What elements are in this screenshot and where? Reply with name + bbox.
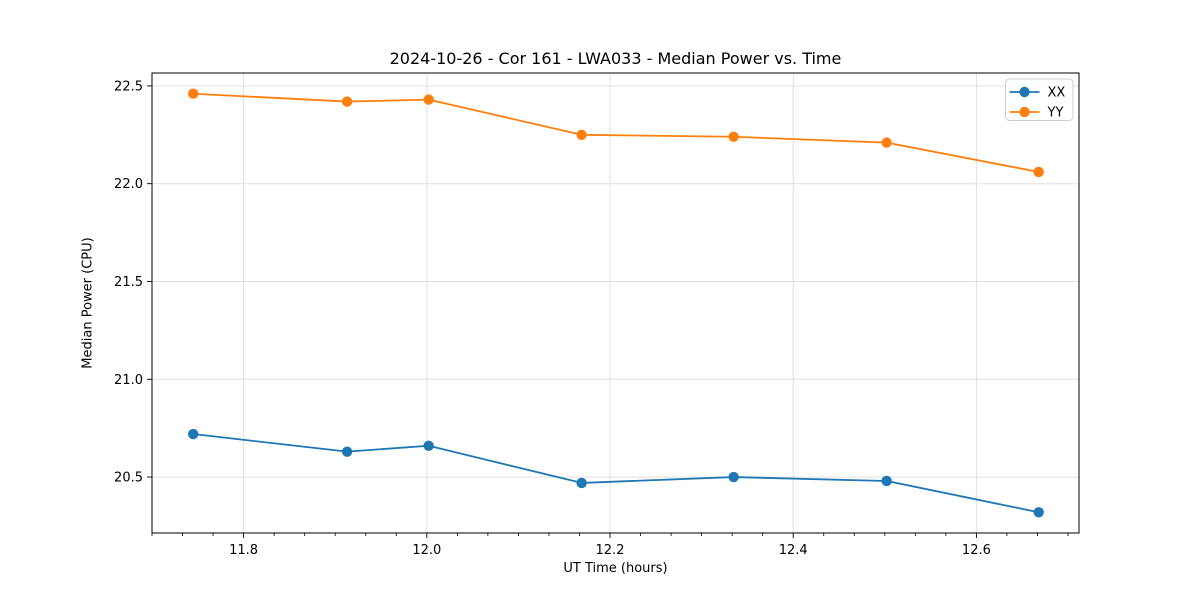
data-point-yy	[423, 94, 434, 105]
y-tick-label: 22.0	[114, 177, 143, 192]
series-line-yy	[193, 92, 1039, 173]
data-point-xx	[423, 440, 434, 451]
x-tick-label: 12.0	[412, 543, 441, 558]
legend-label-xx: XX	[1048, 86, 1066, 101]
data-point-xx	[188, 428, 199, 440]
data-point-yy	[1033, 166, 1044, 178]
data-point-xx	[576, 477, 587, 489]
chart-title: 2024-10-26 - Cor 161 - LWA033 - Median P…	[389, 49, 842, 68]
legend-marker-xx	[1019, 86, 1030, 98]
x-tick-label: 12.6	[962, 543, 991, 558]
data-point-xx	[341, 446, 353, 457]
legend-label-yy: YY	[1047, 106, 1064, 121]
data-point-yy	[576, 129, 587, 141]
x-axis-label: UT Time (hours)	[563, 561, 668, 576]
legend-marker-yy	[1019, 106, 1030, 118]
plot-border	[151, 72, 1080, 534]
data-point-xx	[881, 475, 892, 487]
series-line-xx	[193, 433, 1039, 514]
data-point-yy	[341, 96, 353, 107]
x-tick-label: 12.2	[596, 543, 625, 558]
data-point-yy	[188, 88, 199, 99]
data-point-yy	[881, 137, 892, 148]
data-point-yy	[728, 131, 739, 142]
y-axis-label: Median Power (CPU)	[80, 237, 96, 369]
y-tick-label: 21.0	[114, 373, 143, 388]
x-tick-label: 11.8	[229, 543, 258, 558]
data-point-xx	[1033, 507, 1044, 518]
data-point-xx	[728, 471, 739, 483]
y-tick-label: 21.5	[114, 275, 143, 290]
y-tick-label: 22.5	[114, 79, 143, 94]
x-tick-label: 12.4	[779, 543, 808, 558]
y-tick-label: 20.5	[114, 471, 143, 486]
